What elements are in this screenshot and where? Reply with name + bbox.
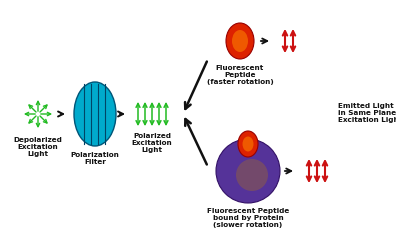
Ellipse shape [242, 137, 253, 152]
Text: Polarized
Excitation
Light: Polarized Excitation Light [131, 132, 172, 152]
Circle shape [236, 159, 268, 191]
Circle shape [216, 139, 280, 203]
Ellipse shape [226, 24, 254, 60]
Ellipse shape [232, 31, 248, 53]
Text: Fluorescent Peptide
bound by Protein
(slower rotation): Fluorescent Peptide bound by Protein (sl… [207, 207, 289, 227]
Text: Fluorescent
Peptide
(faster rotation): Fluorescent Peptide (faster rotation) [207, 65, 273, 85]
Text: Polarization
Filter: Polarization Filter [70, 151, 120, 164]
Text: Emitted Light
in Same Plane as
Excitation Light: Emitted Light in Same Plane as Excitatio… [338, 103, 396, 123]
Ellipse shape [238, 131, 258, 157]
Text: Depolarized
Excitation
Light: Depolarized Excitation Light [13, 136, 63, 156]
Ellipse shape [74, 83, 116, 146]
